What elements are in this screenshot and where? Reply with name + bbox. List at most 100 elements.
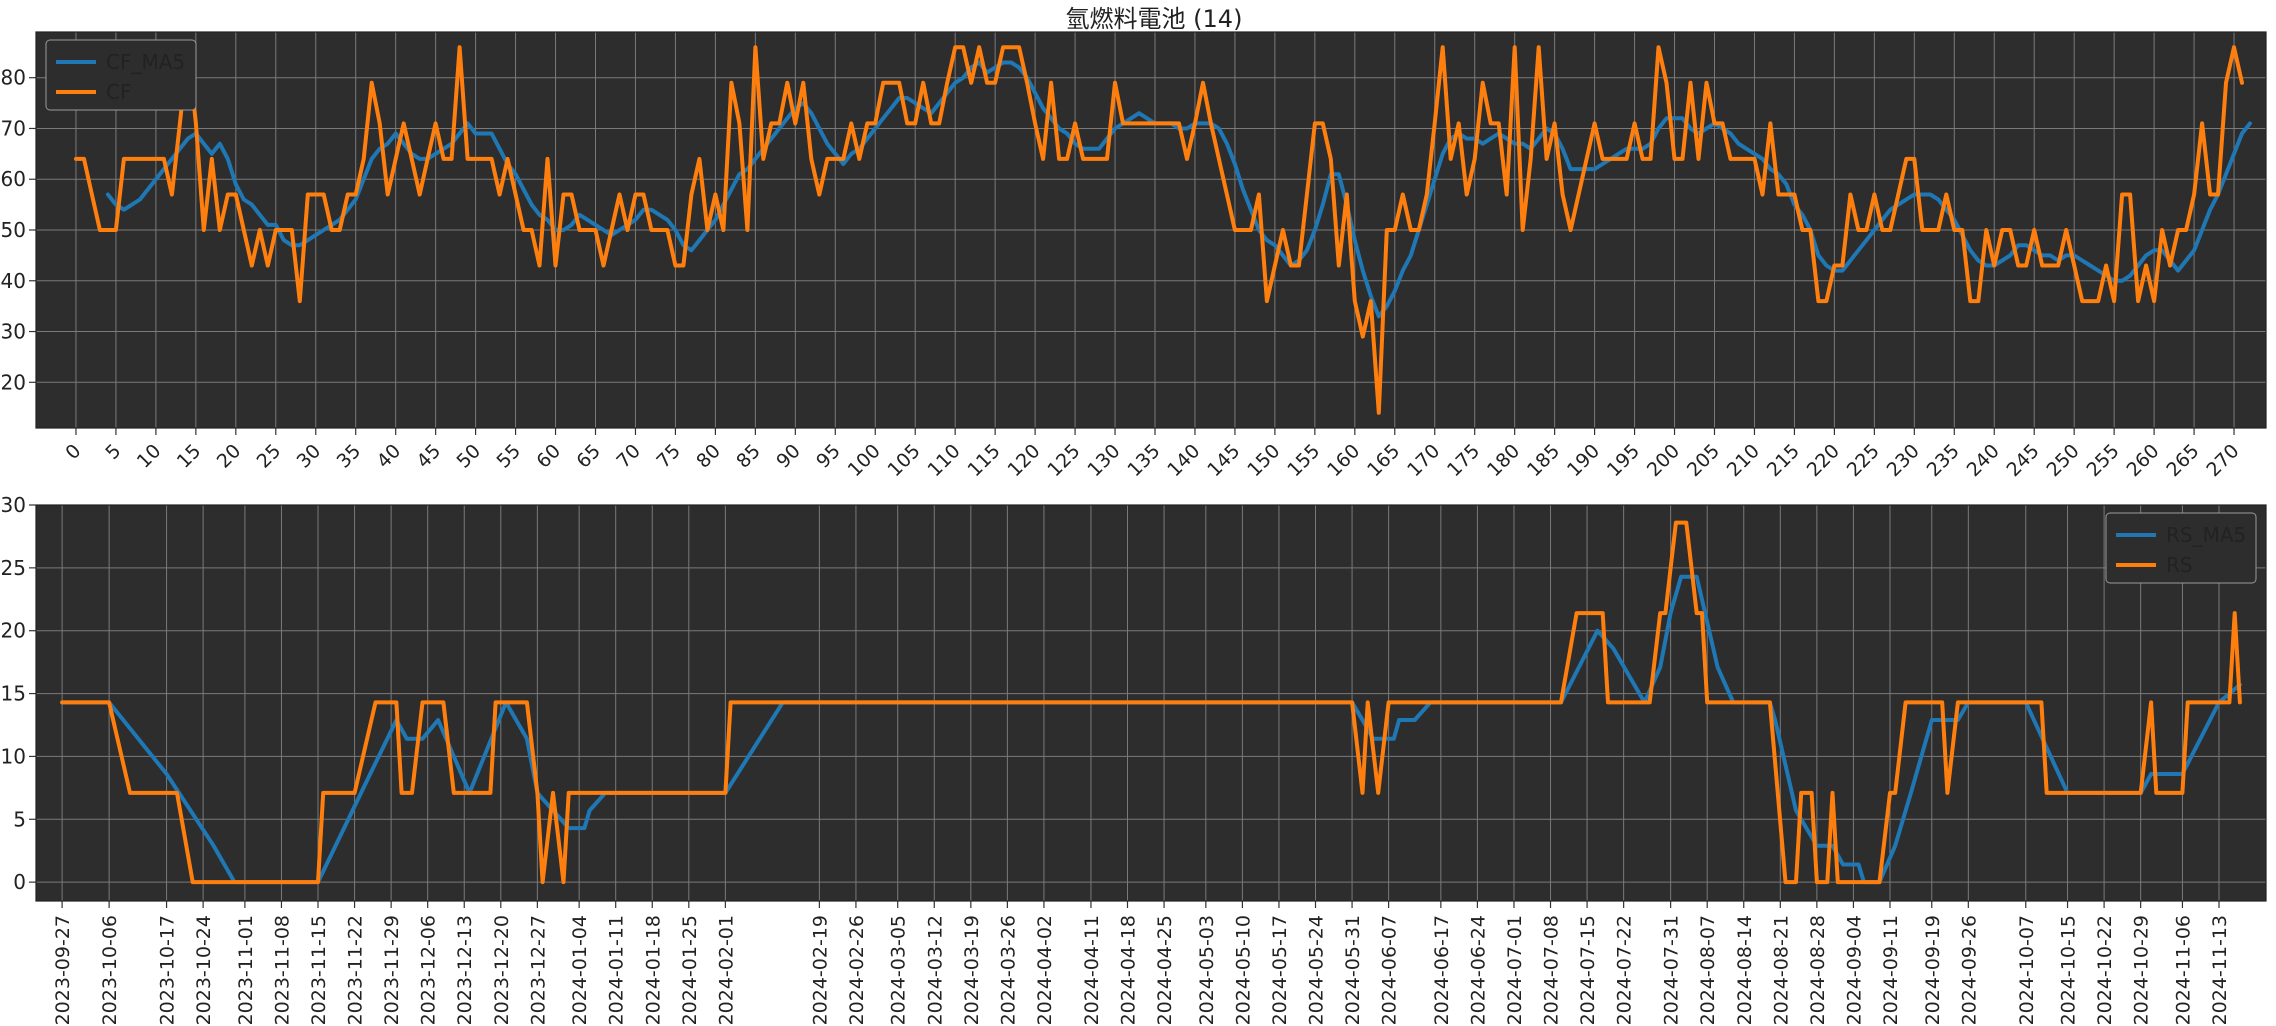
x-tick-label: 2023-11-15 [308, 915, 330, 1025]
x-tick-label: 235 [1923, 440, 1964, 481]
x-tick-label: 2024-01-18 [642, 915, 664, 1025]
y-tick-label: 5 [13, 807, 26, 831]
x-tick-label: 2024-11-06 [2172, 915, 2194, 1025]
x-tick-label: 2024-07-22 [1614, 915, 1636, 1025]
x-tick-label: 2024-04-02 [1034, 915, 1056, 1025]
x-tick-label: 120 [1003, 440, 1044, 481]
x-tick-label: 150 [1243, 440, 1284, 481]
x-tick-label: 2024-07-31 [1661, 915, 1683, 1025]
x-tick-label: 135 [1123, 440, 1164, 481]
x-tick-label: 2024-09-19 [1922, 915, 1944, 1025]
x-tick-label: 2023-11-29 [381, 915, 403, 1025]
x-tick-label: 210 [1723, 440, 1764, 481]
x-tick-label: 75 [652, 440, 685, 473]
x-tick-label: 2024-03-05 [888, 915, 910, 1025]
x-tick-label: 20 [213, 440, 246, 473]
x-tick-label: 60 [532, 440, 565, 473]
x-tick-label: 2023-12-20 [491, 915, 513, 1025]
x-tick-label: 155 [1283, 440, 1324, 481]
x-tick-label: 90 [772, 440, 805, 473]
x-tick-label: 140 [1163, 440, 1204, 481]
series-line-rs-ma5 [60, 574, 2242, 885]
x-tick-label: 2024-03-12 [924, 915, 946, 1025]
x-tick-label: 2023-12-13 [454, 915, 476, 1025]
chart-2: 2023-09-27 2023-10-06 2023-10-17 2023-10-24… [1, 493, 2267, 1025]
x-tick-label: 2024-05-03 [1196, 915, 1218, 1025]
x-tick-label: 2024-05-10 [1232, 915, 1254, 1025]
x-tick-label: 2024-03-19 [961, 915, 983, 1025]
legend-label: RS_MA5 [2166, 523, 2246, 547]
x-tick-label: 100 [844, 440, 885, 481]
x-tick-label: 35 [333, 440, 366, 473]
x-tick-label: 2024-07-01 [1504, 915, 1526, 1025]
x-tick-label: 2024-05-24 [1306, 915, 1328, 1025]
x-tick-label: 0 [61, 440, 85, 464]
x-tick-label: 2024-05-31 [1342, 915, 1364, 1025]
x-tick-label: 180 [1483, 440, 1524, 481]
x-tick-label: 245 [2003, 440, 2044, 481]
y-tick-label: 25 [1, 556, 26, 580]
x-tick-label: 200 [1643, 440, 1684, 481]
x-tick-label: 145 [1203, 440, 1244, 481]
y-tick-label: 60 [1, 167, 26, 191]
x-tick-label: 195 [1603, 440, 1644, 481]
x-tick-label: 2024-08-14 [1734, 915, 1756, 1025]
x-tick-label: 2023-12-06 [418, 915, 440, 1025]
x-tick-label: 2023-10-24 [193, 915, 215, 1025]
x-tick-label: 2024-09-11 [1880, 915, 1902, 1025]
x-tick-label: 240 [1963, 440, 2004, 481]
x-tick-label: 2023-11-22 [345, 915, 367, 1025]
y-tick-label: 40 [1, 269, 26, 293]
x-tick-label: 2024-08-07 [1697, 915, 1719, 1025]
x-tick-label: 125 [1043, 440, 1084, 481]
x-tick-label: 2024-06-07 [1379, 915, 1401, 1025]
x-tick-label: 50 [452, 440, 485, 473]
y-tick-label: 10 [1, 744, 26, 768]
x-tick-label: 2023-12-27 [527, 915, 549, 1025]
x-tick-label: 185 [1523, 440, 1564, 481]
chart-title: 氫燃料電池 (14) [1066, 5, 1243, 33]
y-tick-label: 20 [1, 619, 26, 643]
y-tick-label: 70 [1, 116, 26, 140]
legend: CF_MA5 CF [45, 39, 197, 111]
x-tick-label: 2023-10-17 [157, 915, 179, 1025]
y-tick-label: 15 [1, 682, 26, 706]
legend-label: CF [106, 80, 131, 104]
x-tick-label: 165 [1363, 440, 1404, 481]
x-tick-label: 2024-06-17 [1431, 915, 1453, 1025]
x-tick-label: 160 [1323, 440, 1364, 481]
x-tick-label: 255 [2082, 440, 2123, 481]
axes-frame [35, 31, 2267, 429]
x-tick-label: 45 [413, 440, 446, 473]
x-tick-label: 2024-10-15 [2058, 915, 2080, 1025]
x-tick-label: 250 [2043, 440, 2084, 481]
x-tick-label: 270 [2202, 440, 2243, 481]
x-tick-label: 2024-01-25 [679, 915, 701, 1025]
y-tick-label: 30 [1, 493, 26, 517]
x-tick-label: 130 [1083, 440, 1124, 481]
x-tick-label: 80 [692, 440, 725, 473]
y-tick-label: 50 [1, 218, 26, 242]
x-tick-label: 55 [492, 440, 525, 473]
x-tick-label: 2023-09-27 [52, 915, 74, 1025]
legend-label: RS [2166, 553, 2193, 577]
axes-frame [35, 504, 2267, 902]
x-tick-label: 205 [1683, 440, 1724, 481]
x-tick-label: 65 [572, 440, 605, 473]
legend-label: CF_MA5 [106, 50, 185, 74]
x-tick-label: 2024-09-26 [1958, 915, 1980, 1025]
y-tick-label: 80 [1, 66, 26, 90]
series-line-cf [74, 45, 2244, 415]
x-tick-label: 265 [2162, 440, 2203, 481]
y-tick-label: 20 [1, 370, 26, 394]
x-tick-label: 30 [293, 440, 326, 473]
x-tick-label: 220 [1803, 440, 1844, 481]
x-tick-label: 2024-11-13 [2209, 915, 2231, 1025]
x-tick-label: 2024-04-11 [1081, 915, 1103, 1025]
x-tick-label: 2024-10-29 [2131, 915, 2153, 1025]
x-tick-label: 260 [2122, 440, 2163, 481]
x-tick-label: 115 [963, 440, 1004, 481]
x-tick-label: 2024-06-24 [1467, 915, 1489, 1025]
x-tick-label: 95 [812, 440, 845, 473]
